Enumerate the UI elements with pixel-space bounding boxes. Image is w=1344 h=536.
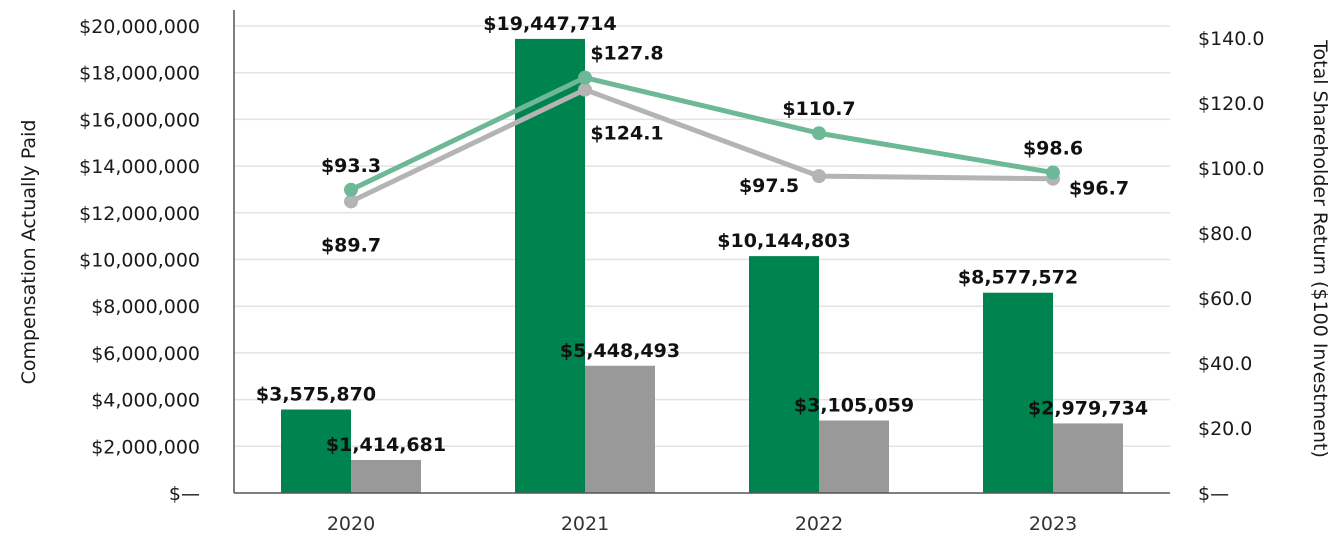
tsr-line — [349, 75, 1054, 193]
left-tick-label: $10,000,000 — [79, 250, 200, 272]
bar-value-label: $1,414,681 — [326, 434, 446, 456]
bars — [281, 38, 1123, 494]
bar — [351, 459, 421, 493]
bar — [749, 256, 819, 493]
bar — [1053, 423, 1123, 493]
right-tick-label: $20.0 — [1198, 418, 1252, 440]
tsr-value-label: $97.5 — [739, 175, 799, 197]
tsr-point — [344, 194, 358, 209]
left-tick-label: $20,000,000 — [79, 16, 200, 38]
bar-value-label: $19,447,714 — [483, 13, 616, 35]
left-tick-label: $6,000,000 — [91, 343, 200, 365]
left-tick-label: $4,000,000 — [91, 390, 200, 412]
axes: $— $2,000,000 $4,000,000 $6,000,000 $8,000,0… — [79, 10, 1264, 535]
gridlines — [234, 25, 1170, 448]
tsr-value-label: $93.3 — [321, 155, 381, 177]
tsr-value-label: $110.7 — [782, 98, 855, 120]
x-tick-label: 2021 — [561, 513, 609, 535]
right-axis-title: Total Shareholder Return ($100 Investmen… — [1309, 39, 1331, 458]
bar — [585, 365, 655, 493]
tsr-value-label: $89.7 — [321, 234, 381, 256]
tsr-value-label: $98.6 — [1023, 138, 1083, 160]
bar — [281, 409, 351, 493]
left-tick-label: $16,000,000 — [79, 109, 200, 131]
right-tick-label: $40.0 — [1198, 353, 1252, 375]
data-labels: $3,575,870 $19,447,714 $10,144,803 $8,577,5… — [256, 13, 1148, 456]
bar-value-label: $2,979,734 — [1028, 397, 1148, 419]
right-tick-label: $100.0 — [1198, 158, 1264, 180]
bar-value-label: $3,575,870 — [256, 384, 376, 406]
tsr-value-label: $96.7 — [1069, 178, 1129, 200]
left-tick-label: $14,000,000 — [79, 156, 200, 178]
right-tick-label: $— — [1198, 483, 1229, 505]
bar-value-label: $8,577,572 — [958, 267, 1078, 289]
right-tick-label: $140.0 — [1198, 28, 1264, 50]
x-tick-label: 2020 — [327, 513, 375, 535]
bar-value-label: $5,448,493 — [560, 340, 680, 362]
bar-value-label: $3,105,059 — [794, 394, 914, 416]
tsr-point — [812, 169, 826, 184]
left-tick-label: $18,000,000 — [79, 63, 200, 85]
right-tick-label: $80.0 — [1198, 223, 1252, 245]
tsr-line — [349, 87, 1054, 204]
left-tick-label: $— — [169, 483, 200, 505]
bar — [819, 420, 889, 493]
tsr-point — [812, 126, 826, 141]
tsr-point — [578, 82, 592, 97]
bar — [515, 38, 585, 494]
x-tick-label: 2022 — [795, 513, 843, 535]
x-tick-label: 2023 — [1029, 513, 1077, 535]
tsr-value-label: $124.1 — [590, 123, 663, 145]
right-tick-label: $60.0 — [1198, 288, 1252, 310]
left-tick-label: $12,000,000 — [79, 203, 200, 225]
bar-value-label: $10,144,803 — [717, 230, 850, 252]
left-tick-label: $8,000,000 — [91, 296, 200, 318]
bar — [983, 292, 1053, 493]
tsr-lines — [344, 70, 1060, 209]
tsr-value-label: $127.8 — [590, 43, 663, 65]
tsr-point — [578, 70, 592, 85]
tsr-point — [344, 182, 358, 197]
left-tick-label: $2,000,000 — [91, 436, 200, 458]
tsr-point — [1046, 165, 1060, 180]
left-axis-title: Compensation Actually Paid — [18, 120, 40, 385]
right-tick-label: $120.0 — [1198, 93, 1264, 115]
